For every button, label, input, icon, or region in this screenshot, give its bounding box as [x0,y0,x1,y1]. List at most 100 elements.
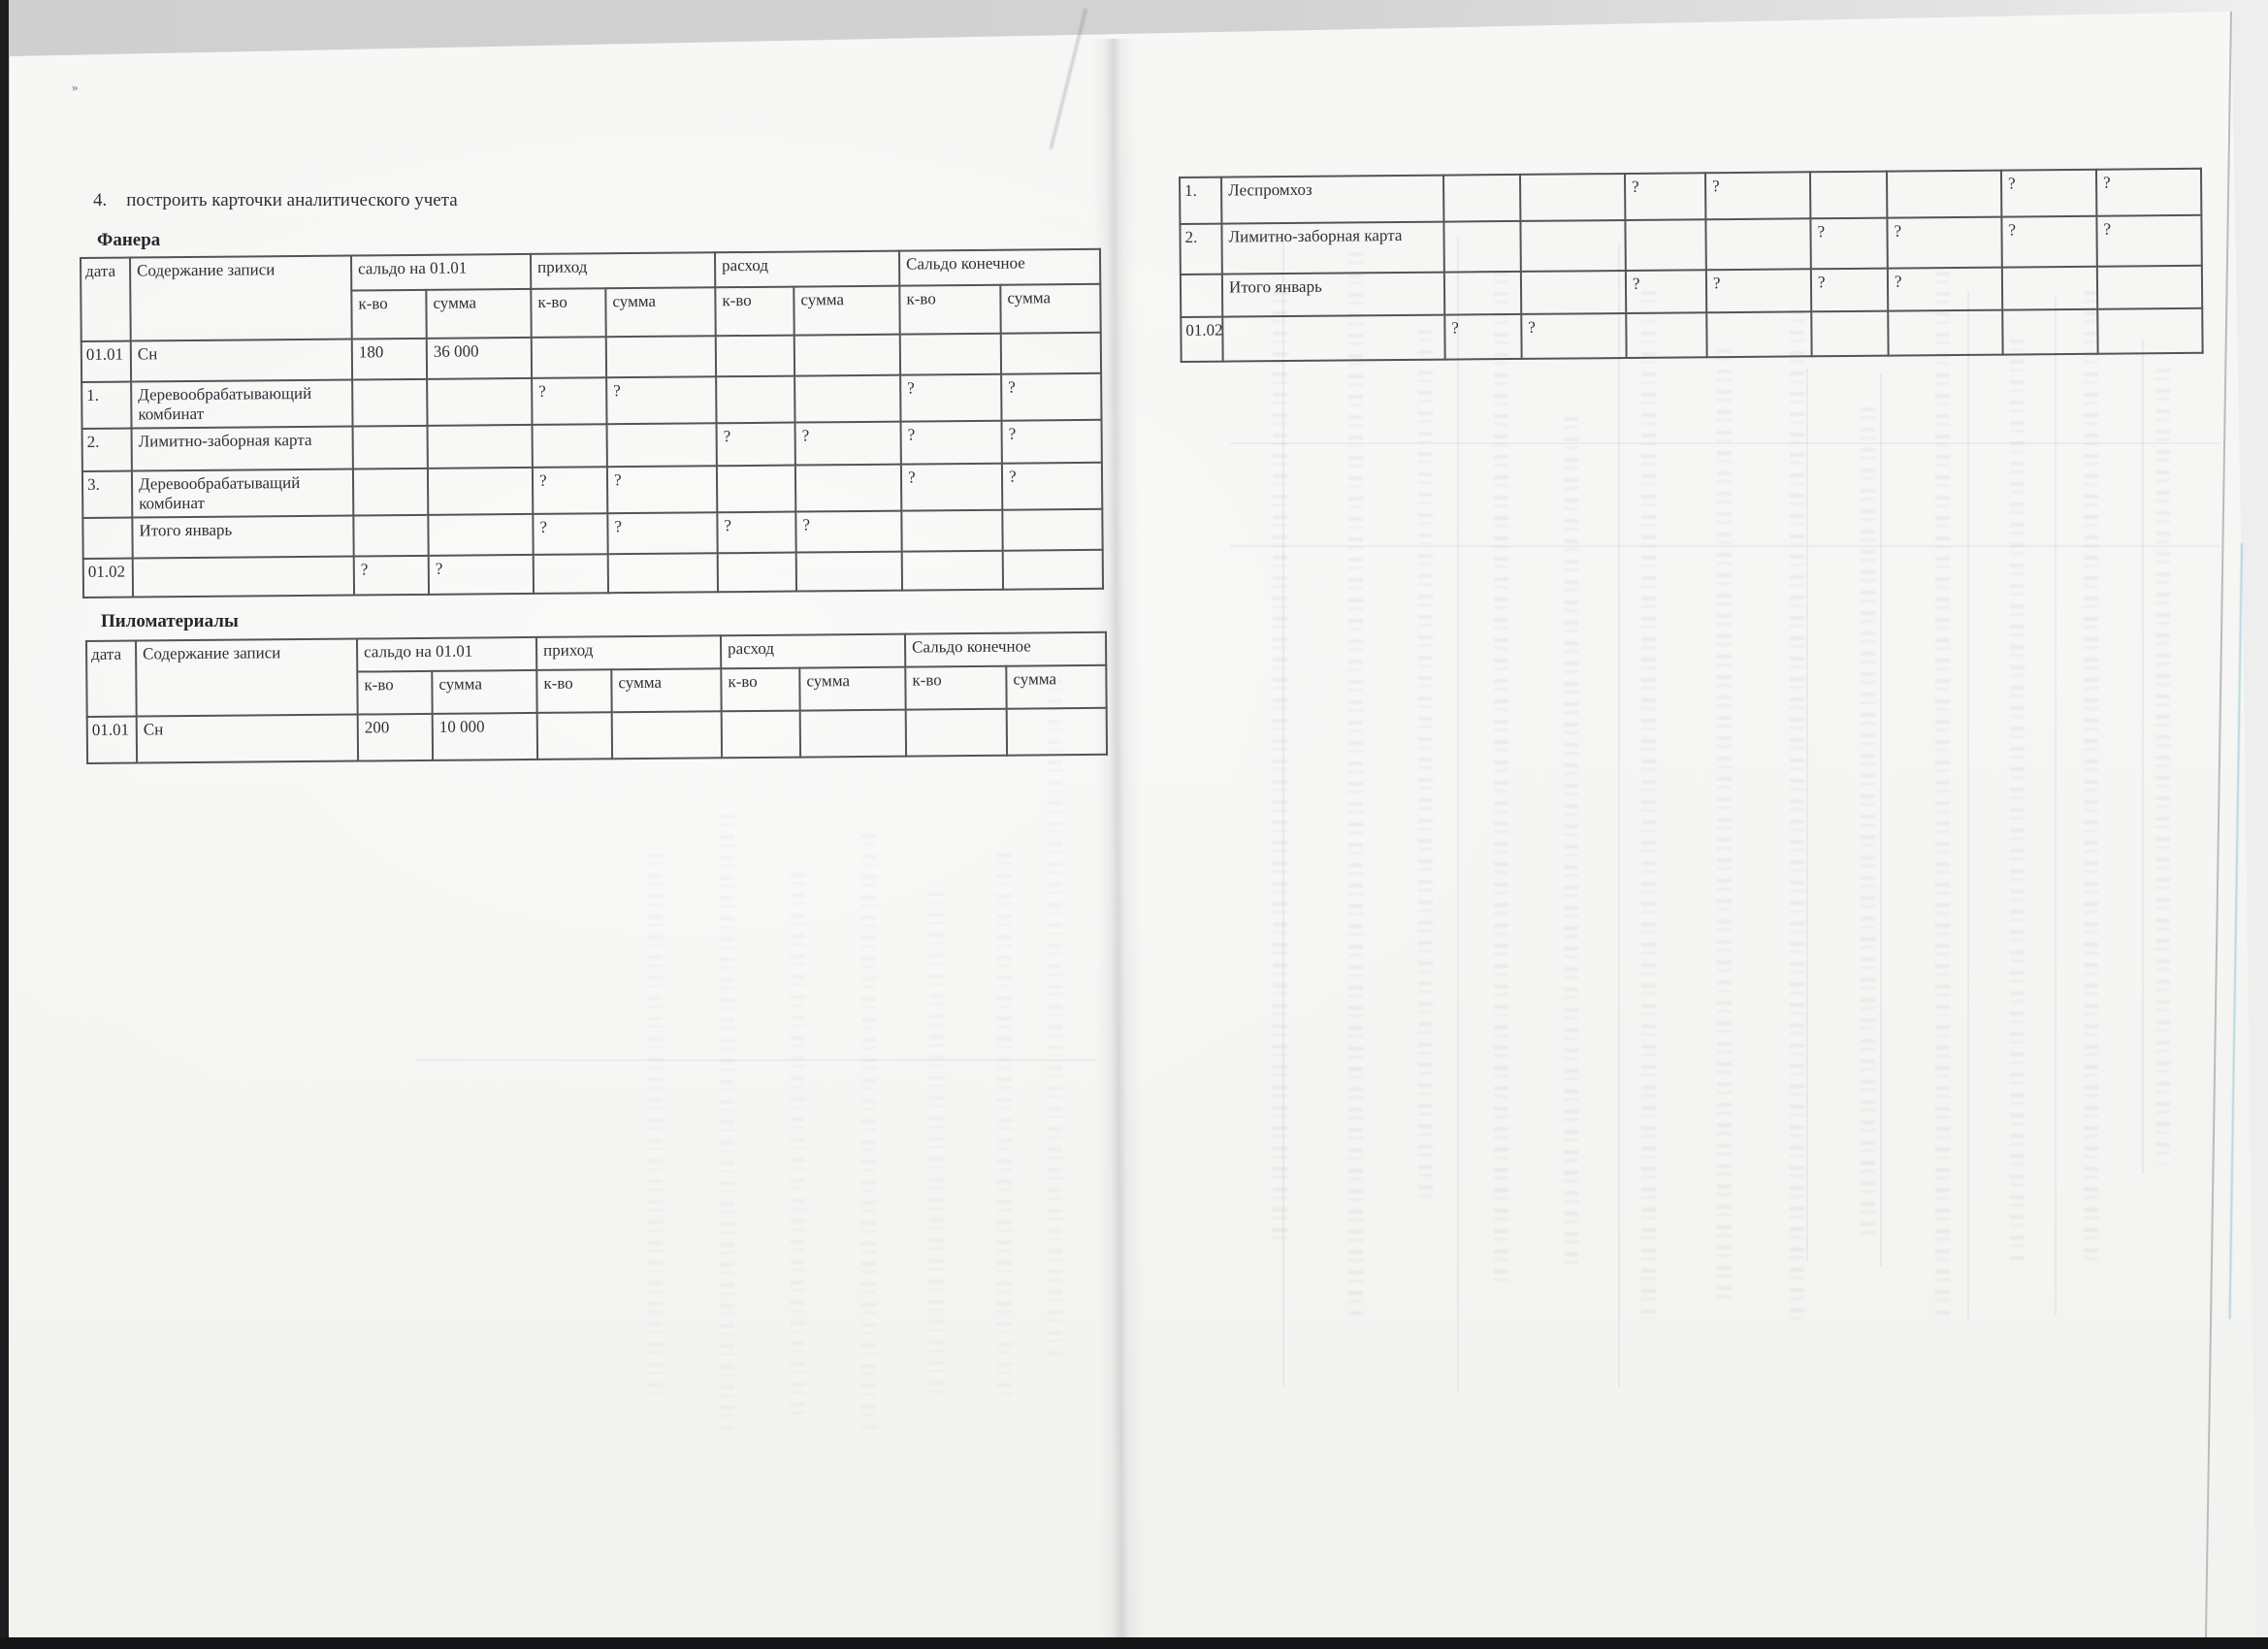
bleedthrough-column [997,854,1012,1397]
value-cell [2001,266,2098,310]
section-label-pilomaterialy: Пиломатериалы [101,611,239,631]
header-date: дата [81,257,131,341]
bleedthrough-column [1861,407,1875,1242]
header-income: приход [531,252,716,289]
header-sum: сумма [605,287,716,338]
value-cell [1888,309,2003,356]
value-cell: 180 [351,338,428,380]
value-cell [1520,219,1626,272]
value-cell [532,424,607,468]
question-placeholder-cell: ? [1810,268,1889,312]
header-qty: к-во [721,667,800,712]
section-label-fanera: Фанера [97,230,161,250]
table-row: 01.02?? [82,549,1104,598]
bleedthrough-rule [2055,296,2057,1314]
value-cell [716,375,795,424]
header-qty: к-во [715,286,794,337]
header-content: Содержание записи [130,255,352,341]
bleedthrough-rule [1967,291,1969,1319]
question-placeholder-cell: ? [1810,217,1888,270]
date-cell: 1. [81,381,132,429]
question-placeholder-cell: ? [1887,267,2003,311]
value-cell [352,468,429,516]
value-cell [1625,219,1706,271]
bleedthrough-rule [1282,233,1284,1387]
date-cell: 2. [81,428,132,471]
header-sum: сумма [1006,664,1107,709]
value-cell: 200 [357,713,434,761]
content-cell: Лимитно-заборная карта [131,426,353,471]
content-cell: Итого январь [1221,272,1445,317]
header-qty: к-во [899,284,1001,335]
stray-mark: » [72,80,79,94]
question-placeholder-cell: ? [607,512,718,555]
value-cell [716,465,796,513]
bleedthrough-rule [1618,242,1620,1387]
value-cell [1006,707,1108,756]
date-cell: 01.02 [1181,316,1223,362]
value-cell [427,377,533,426]
question-placeholder-cell: ? [1521,312,1627,359]
question-placeholder-cell: ? [900,373,1002,422]
question-placeholder-cell: ? [1624,173,1706,220]
question-placeholder-cell: ? [532,377,607,425]
question-placeholder-cell: ? [1704,172,1811,220]
task-title: 4. построить карточки аналитического учет… [93,190,458,211]
bleedthrough-column [1641,291,1656,1319]
table-row: 01.01 Сн 200 10 000 [86,707,1108,763]
header-income: приход [536,635,722,670]
bleedthrough-column [1273,291,1287,1242]
bleedthrough-rule [1880,373,1882,1266]
bleedthrough-column [1348,252,1363,1319]
bleedthrough-column [791,873,805,1416]
content-cell: Сн [136,714,359,763]
scan-edge-left [0,0,9,1649]
header-expense: расход [714,250,900,288]
value-cell [1886,170,2002,218]
header-opening-balance: сальдо на 01.01 [350,253,532,291]
question-placeholder-cell: ? [428,554,535,595]
value-cell [606,423,717,468]
date-cell: 01.01 [81,340,132,382]
value-cell [1002,508,1103,551]
question-placeholder-cell: ? [794,421,901,466]
content-cell: Деревообрабатывающий комбинат [131,379,353,429]
question-placeholder-cell: ? [532,467,608,514]
header-sum: сумма [611,668,722,713]
question-placeholder-cell: ? [2096,214,2202,267]
question-placeholder-cell: ? [900,463,1003,511]
value-cell [611,711,723,760]
header-qty: к-во [905,665,1007,710]
value-cell [717,552,797,593]
header-sum: сумма [432,669,537,714]
question-placeholder-cell: ? [900,420,1002,465]
question-placeholder-cell: ? [606,466,718,514]
value-cell [901,509,1003,552]
value-cell [533,554,609,594]
question-placeholder-cell: ? [1444,313,1522,360]
value-cell: 36 000 [426,337,533,379]
question-placeholder-cell: ? [1887,216,2002,269]
date-cell: 3. [81,470,133,518]
bleedthrough-column [2084,291,2098,1261]
date-cell: 1. [1180,177,1222,224]
question-placeholder-cell: ? [2000,169,2097,217]
header-qty: к-во [531,288,606,338]
value-cell [1809,171,1888,219]
bleedthrough-line [417,1059,1096,1061]
content-cell [132,556,355,598]
question-placeholder-cell: ? [1001,419,1102,464]
content-cell: Итого январь [132,515,354,559]
content-cell [1222,314,1445,362]
question-placeholder-cell: ? [1001,462,1103,510]
question-placeholder-cell: ? [716,422,795,467]
value-cell [352,425,428,469]
bleedthrough-column [1564,417,1578,1271]
bleedthrough-column [1494,272,1508,1290]
value-cell [794,464,902,512]
value-cell [721,710,801,759]
header-content: Содержание записи [136,638,358,717]
date-cell: 01.01 [86,716,138,763]
value-cell [1519,173,1626,221]
value-cell [1443,220,1521,273]
